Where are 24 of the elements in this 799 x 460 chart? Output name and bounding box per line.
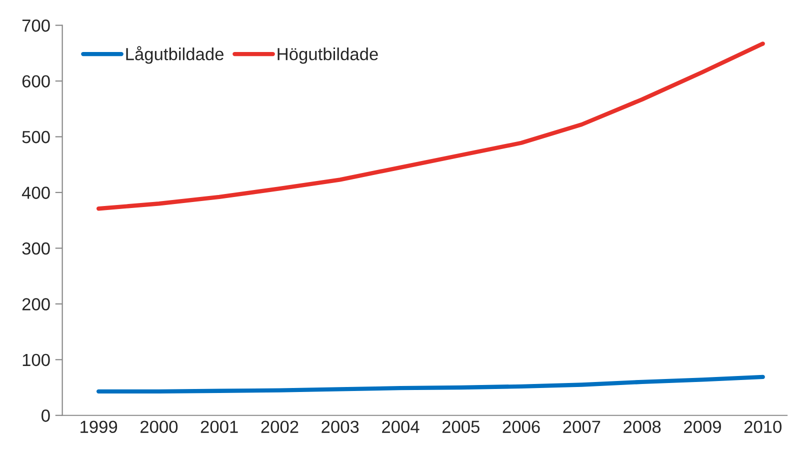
x-tick-label: 2010 bbox=[744, 420, 782, 433]
legend-label: Lågutbildade bbox=[126, 46, 224, 64]
x-tick-label: 2002 bbox=[261, 420, 298, 433]
legend-label: Högutbildade bbox=[278, 48, 378, 64]
x-tick-label: 2009 bbox=[684, 420, 721, 433]
x-tick-label: 2003 bbox=[322, 420, 359, 433]
y-tick-label: 100 bbox=[22, 354, 50, 366]
y-tick-label: 200 bbox=[22, 298, 50, 310]
x-tick-label: 2001 bbox=[200, 420, 238, 433]
x-tick-label: 1999 bbox=[80, 420, 118, 433]
y-tick-label: 300 bbox=[22, 242, 50, 255]
y-tick-label: 0 bbox=[42, 410, 50, 422]
y-tick-label: 400 bbox=[22, 186, 50, 199]
x-tick-label: 2006 bbox=[502, 420, 540, 433]
y-tick-label: 500 bbox=[22, 130, 50, 144]
y-tick-label: 700 bbox=[22, 19, 50, 32]
y-tick-label: 600 bbox=[22, 75, 50, 88]
x-tick-label: 2004 bbox=[382, 420, 420, 433]
x-tick-label: 2005 bbox=[442, 420, 480, 433]
x-tick-label: 2000 bbox=[140, 420, 178, 433]
x-tick-label: 2008 bbox=[624, 420, 661, 433]
line-series bbox=[96, 42, 765, 211]
x-tick-label: 2007 bbox=[563, 420, 600, 433]
line-series bbox=[96, 374, 765, 394]
